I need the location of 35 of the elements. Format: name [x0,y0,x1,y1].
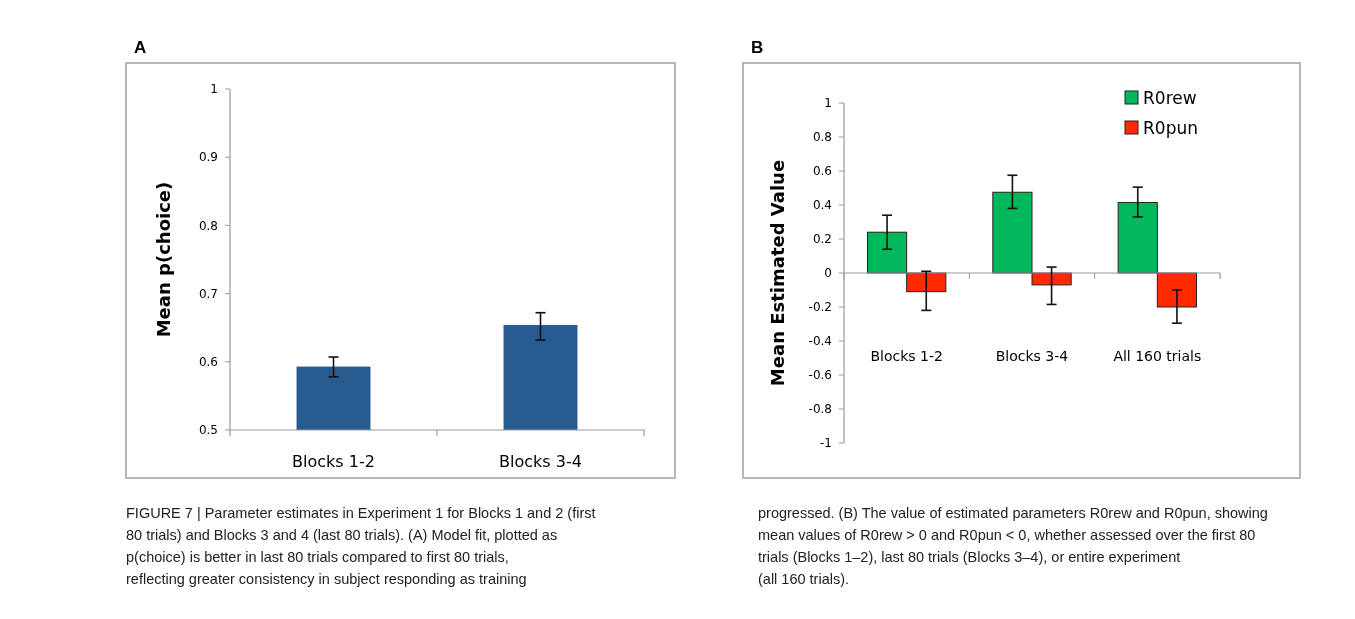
bar [1156,272,1197,308]
y-tick-label: -0.4 [808,334,832,349]
y-tick-label: 0.8 [198,218,218,233]
caption: FIGURE 7 | Parameter estimates in Experiment 1 for Blocks 1 and 2 (first 80 trials) and Blocks 3 and 4 (last 80 trials). (A) Model fit, plotted as p(choice) is better in last 80 trials compared to first 80 trials, reflecting greater consistency in subject responding as training [126,505,596,587]
y-tick-label: 0.6 [812,164,832,179]
y-tick-label: 0.5 [198,423,218,438]
y-tick-label: 0.4 [812,198,832,213]
x-tick-label: Blocks 3-4 [995,348,1069,364]
x-tick-label: Blocks 1-2 [292,452,375,471]
bar [992,191,1033,274]
legend-label: R0rew [1143,87,1197,108]
y-tick-label: 0.8 [812,130,832,145]
y-axis-title: Mean p(choice) [153,181,174,338]
chart-title: A [134,38,147,57]
bar [867,231,908,274]
x-tick-label: Blocks 1-2 [870,348,943,364]
y-tick-label: 0.6 [198,355,218,369]
x-tick-label: Blocks 3-4 [499,452,582,471]
chart-title: B [751,38,764,57]
y-tick-label: 0.2 [812,232,832,247]
legend-label: R0pun [1143,117,1198,138]
y-tick-label: 1 [210,82,218,97]
y-tick-label: -0.6 [808,368,832,383]
y-tick-label: -0.8 [808,402,832,417]
y-tick-label: 1 [824,96,832,111]
y-tick-label: -1 [820,436,832,451]
y-tick-label: 0.7 [198,286,218,301]
y-axis-title: Mean Estimated Value [767,159,788,387]
bar [1031,272,1072,286]
bar [1117,201,1158,274]
y-tick-label: -0.2 [808,300,832,315]
x-tick-label: All 160 trials [1113,348,1202,364]
y-tick-label: 0 [824,266,832,281]
text: progressed. (B) The value of estimated parameters R0rew and R0pun, showing mean values of R0rew > 0 and R0pun < 0, whether assessed over the first 80 trials (Blocks 1–2), last 80 trials (Blocks 3–4), or entire experiment (all 160 trials). [758,505,1268,587]
y-tick-label: 0.9 [198,150,218,165]
